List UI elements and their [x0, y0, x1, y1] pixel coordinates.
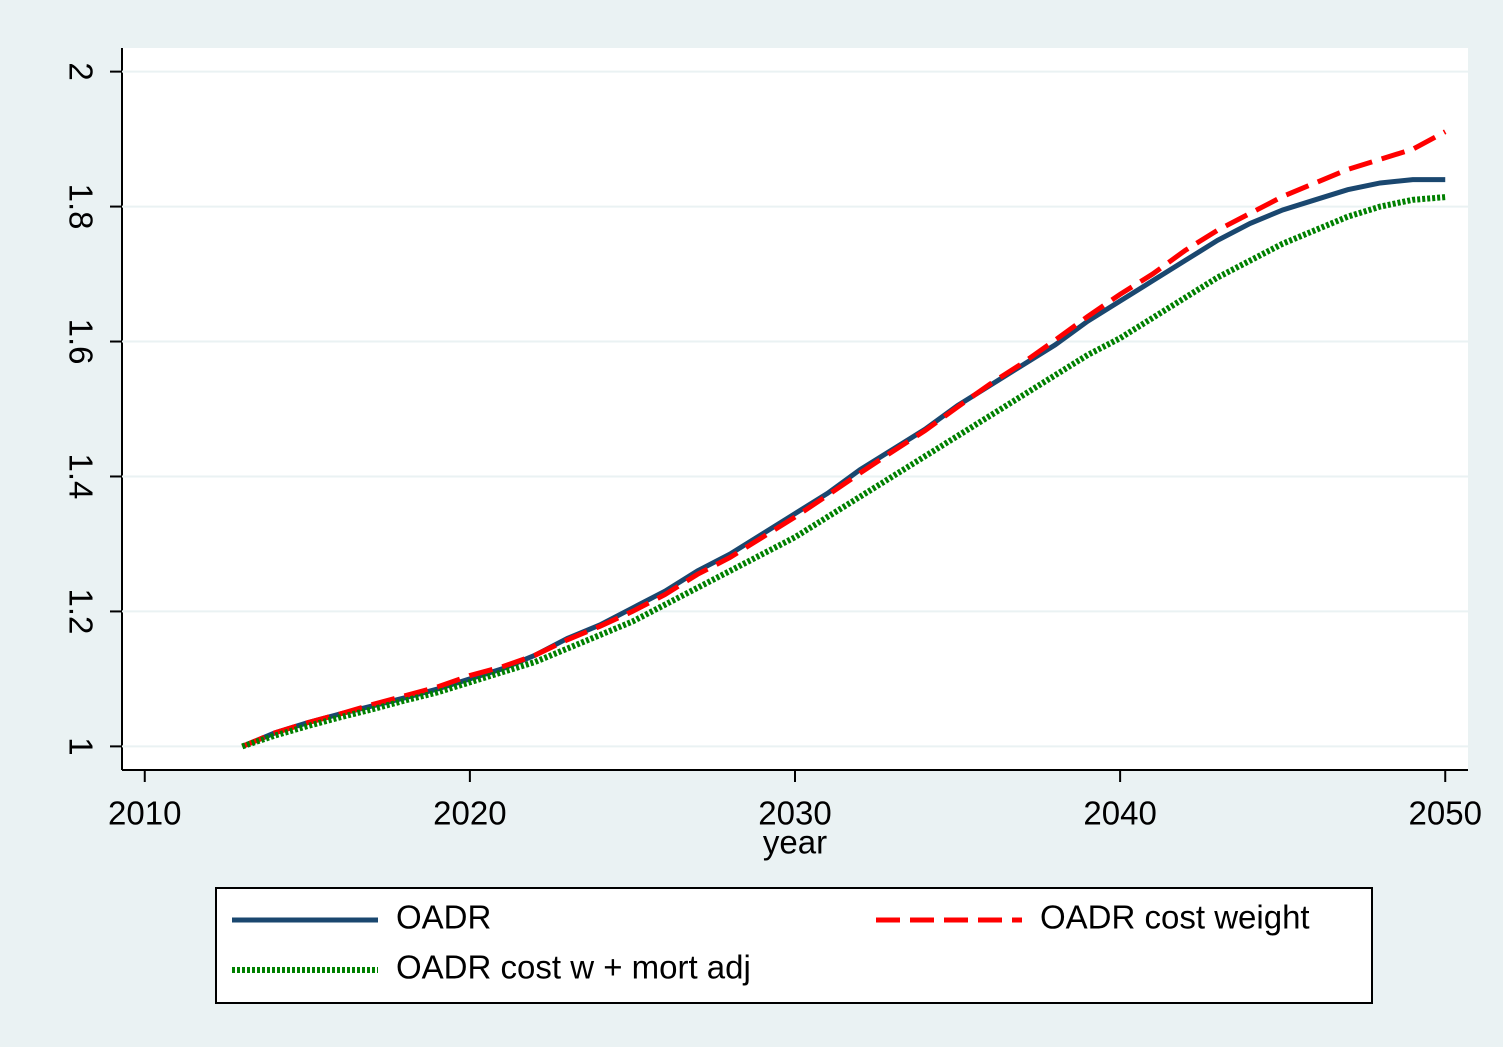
x-tick-label: 2050 — [1409, 795, 1482, 832]
y-tick-label: 1.6 — [62, 319, 99, 365]
legend-label: OADR cost weight — [1040, 899, 1310, 936]
y-tick-label: 1.8 — [62, 184, 99, 230]
y-tick-label: 2 — [62, 62, 99, 80]
legend-label: OADR — [396, 899, 491, 936]
y-tick-label: 1 — [62, 737, 99, 755]
x-tick-label: 2030 — [758, 795, 831, 832]
plot-area — [122, 48, 1468, 770]
y-tick-label: 1.2 — [62, 588, 99, 634]
x-tick-label: 2040 — [1083, 795, 1156, 832]
x-axis-title: year — [763, 824, 827, 861]
legend-label: OADR cost w + mort adj — [396, 949, 751, 986]
series-line — [241, 194, 1446, 750]
legend — [215, 887, 1373, 1004]
x-tick-label: 2020 — [433, 795, 506, 832]
y-tick-label: 1.4 — [62, 454, 99, 500]
series-line — [241, 129, 1447, 749]
x-tick-label: 2010 — [108, 795, 181, 832]
